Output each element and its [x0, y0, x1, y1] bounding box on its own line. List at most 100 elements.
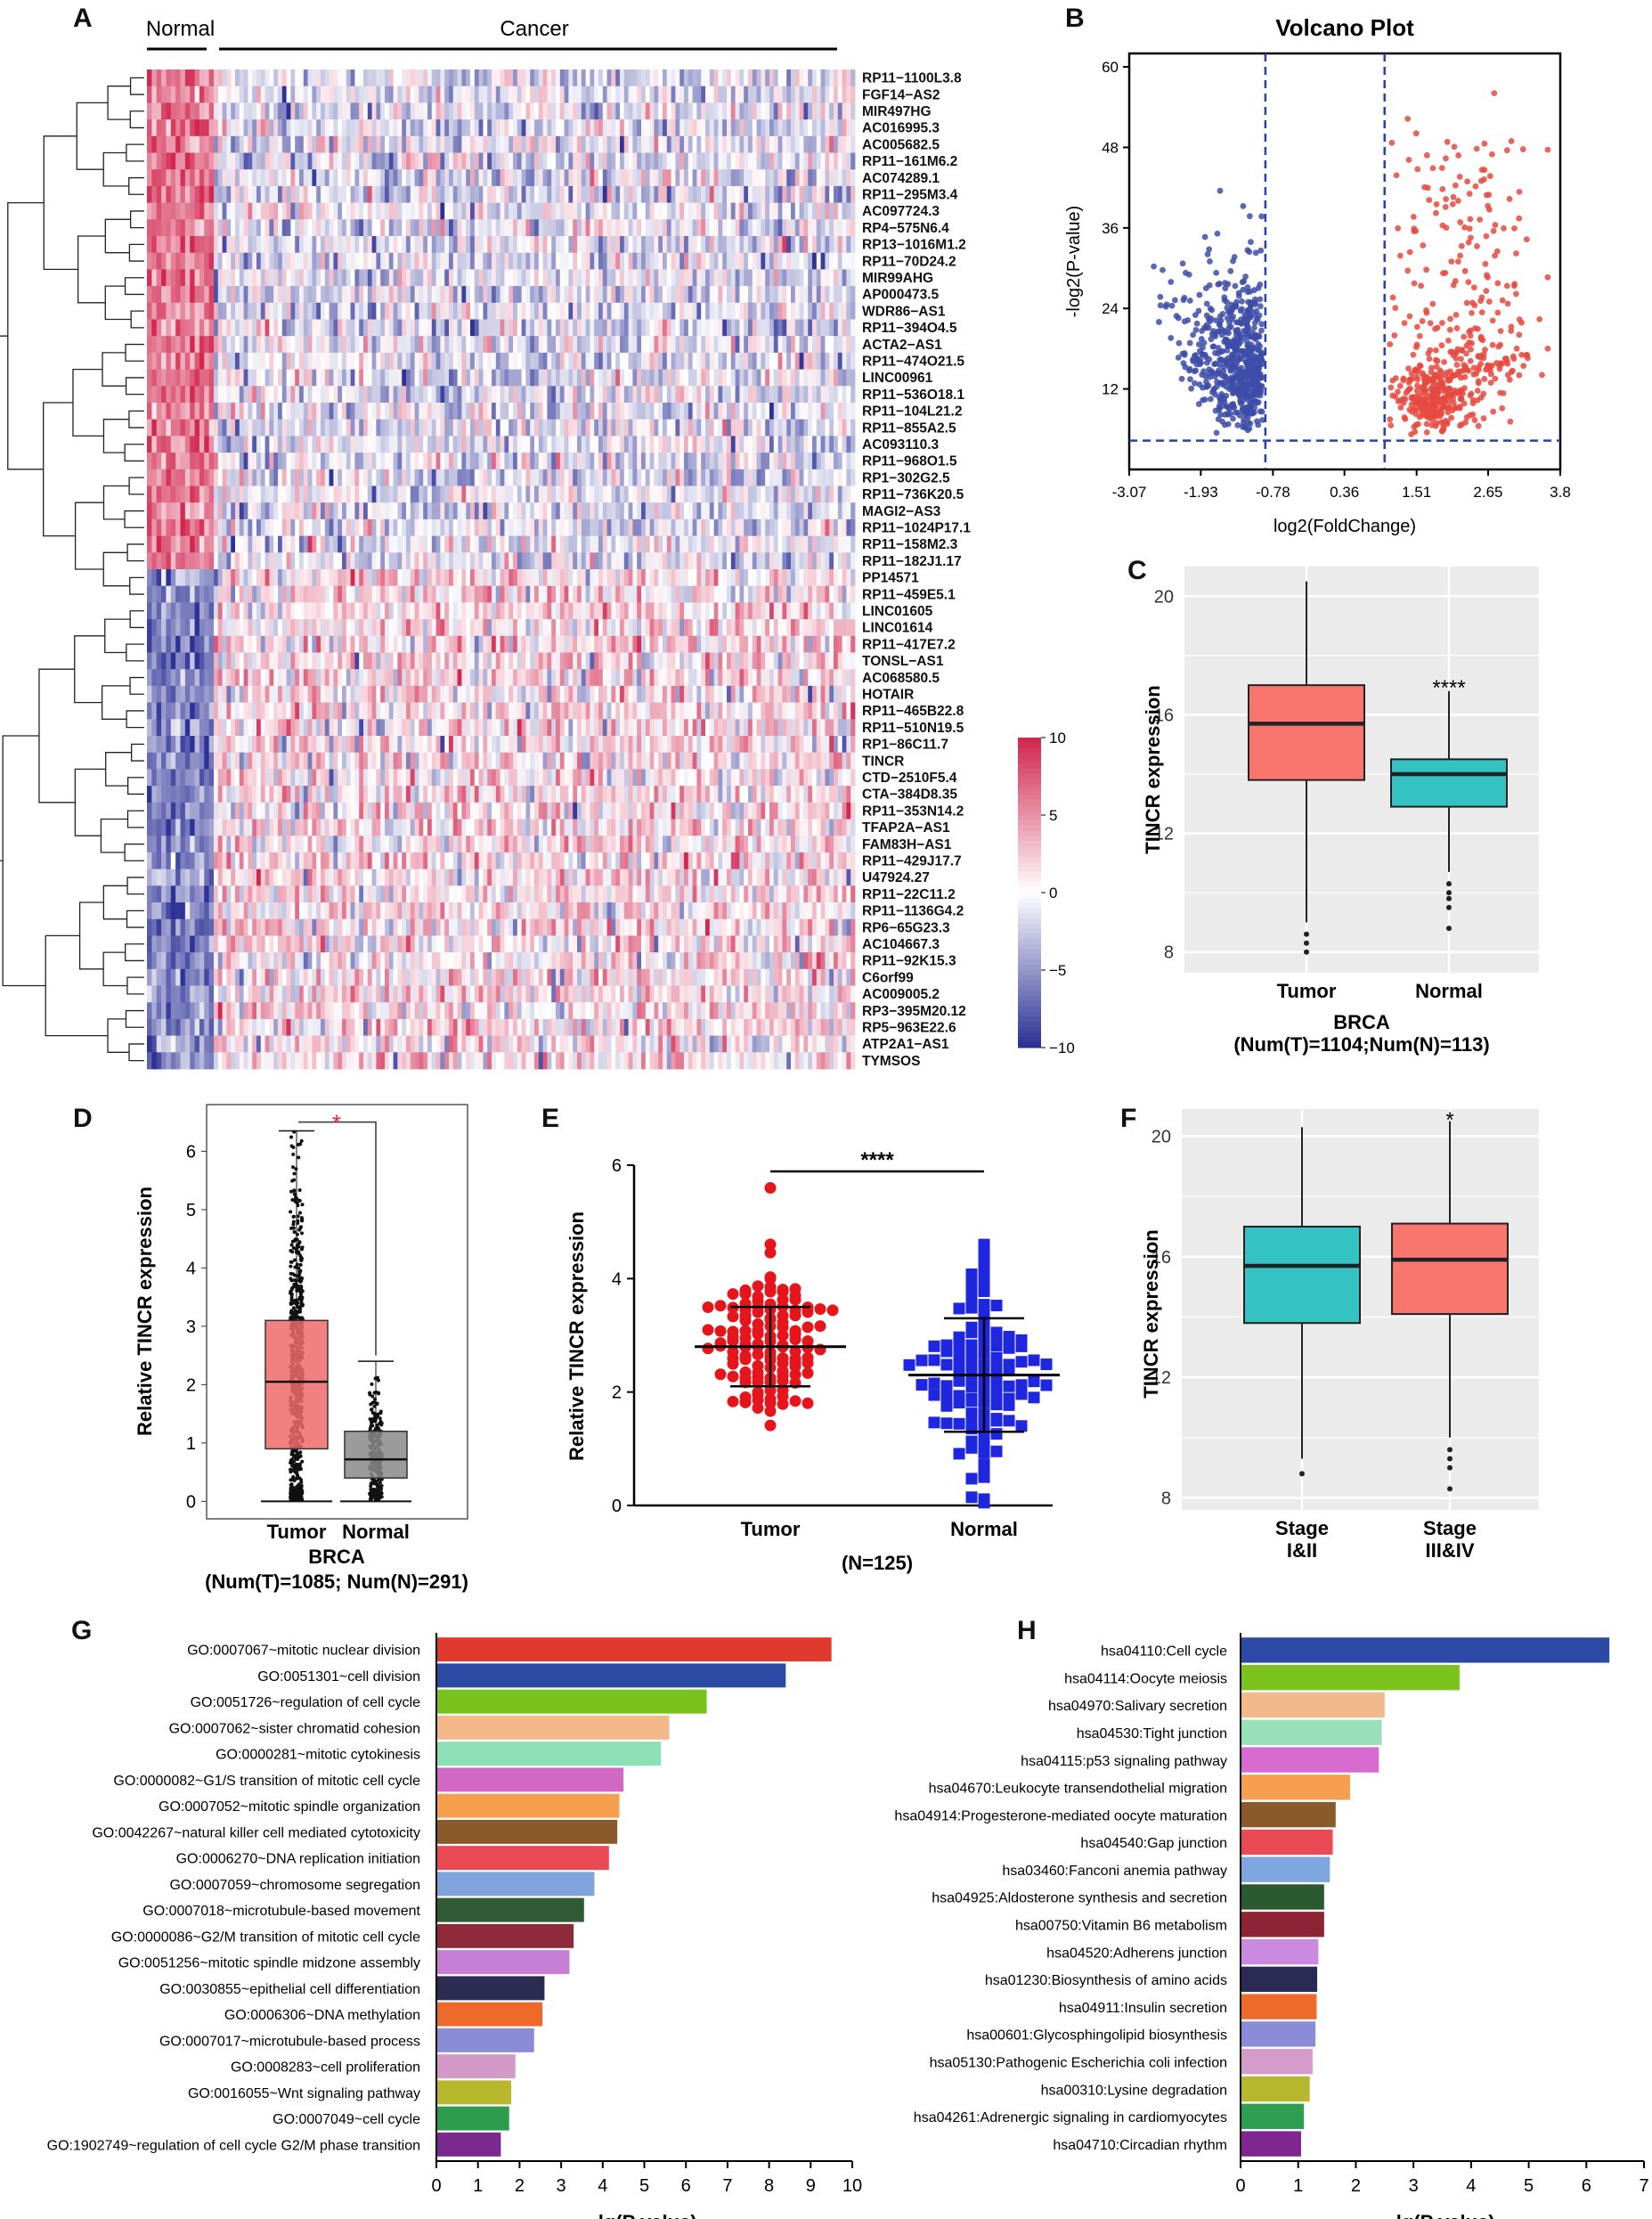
heatmap-cell: [748, 86, 753, 103]
heatmap-cell: [542, 219, 548, 237]
heatmap-cell: [312, 552, 317, 570]
heatmap-cell: [397, 236, 403, 254]
heatmap-cell: [184, 369, 191, 387]
heatmap-cell: [645, 286, 650, 304]
heatmap-cell: [419, 152, 424, 170]
heatmap-cell: [156, 502, 162, 520]
heatmap-cell: [637, 386, 642, 404]
heatmap-cell: [842, 219, 847, 237]
heatmap-cell: [850, 336, 856, 354]
heatmap-cell: [190, 135, 195, 153]
heatmap-cell: [239, 286, 244, 304]
heatmap-cell: [521, 369, 526, 387]
heatmap-cell: [577, 502, 582, 520]
heatmap-cell: [457, 419, 462, 436]
heatmap-cell: [744, 252, 749, 270]
heatmap-cell: [495, 419, 500, 436]
heatmap-cell: [727, 286, 732, 304]
heatmap-cell: [359, 419, 364, 436]
heatmap-cell: [850, 152, 856, 170]
heatmap-cell: [834, 269, 839, 287]
heatmap-cell: [812, 436, 818, 453]
heatmap-cell: [278, 419, 283, 436]
heatmap-cell: [765, 485, 770, 503]
heatmap-cell: [551, 169, 557, 187]
heatmap-cell: [504, 102, 509, 120]
heatmap-cell: [521, 236, 526, 254]
heatmap-cell: [564, 469, 569, 486]
heatmap-cell: [226, 86, 232, 103]
heatmap-cell: [842, 419, 847, 436]
heatmap-cell: [388, 535, 394, 553]
heatmap-cell: [602, 152, 607, 170]
heatmap-cell: [457, 236, 462, 254]
heatmap-cell: [803, 185, 809, 203]
heatmap-cell: [777, 369, 783, 387]
heatmap-cell: [722, 469, 728, 486]
heatmap-cell: [744, 535, 749, 553]
heatmap-cell: [769, 369, 775, 387]
heatmap-cell: [371, 469, 377, 486]
heatmap-cell: [231, 286, 236, 304]
heatmap-cell: [363, 185, 369, 203]
heatmap-cell: [359, 152, 364, 170]
heatmap-cell: [457, 169, 462, 187]
heatmap-cell: [748, 286, 753, 304]
heatmap-cell: [509, 102, 514, 120]
heatmap-cell: [359, 386, 364, 404]
heatmap-cell: [367, 269, 372, 287]
heatmap-cell: [281, 502, 287, 520]
heatmap-cell: [620, 252, 625, 270]
heatmap-cell: [547, 552, 552, 570]
heatmap-cell: [452, 319, 458, 337]
heatmap-cell: [517, 403, 522, 420]
heatmap-cell: [273, 319, 279, 337]
heatmap-cell: [180, 403, 186, 420]
heatmap-cell: [478, 286, 484, 304]
heatmap-cell: [307, 102, 313, 120]
heatmap-cell: [773, 419, 778, 436]
heatmap-cell: [184, 252, 191, 270]
heatmap-cell: [492, 102, 497, 120]
heatmap-cell: [329, 202, 334, 220]
heatmap-cell: [663, 86, 668, 103]
heatmap-cell: [500, 535, 505, 553]
heatmap-cell: [834, 419, 839, 436]
heatmap-cell: [791, 436, 796, 453]
heatmap-cell: [829, 119, 834, 137]
heatmap-cell: [350, 403, 355, 420]
heatmap-cell: [551, 202, 557, 220]
heatmap-cell: [478, 453, 484, 470]
heatmap-cell: [675, 518, 680, 536]
heatmap-cell: [316, 336, 321, 354]
heatmap-cell: [748, 69, 753, 87]
heatmap-cell: [273, 569, 279, 587]
heatmap-cell: [786, 286, 792, 304]
heatmap-cell: [564, 119, 569, 137]
heatmap-cell: [260, 552, 265, 570]
heatmap-cell: [573, 336, 578, 354]
heatmap-cell: [363, 569, 369, 587]
heatmap-cell: [842, 552, 847, 570]
heatmap-cell: [581, 202, 586, 220]
heatmap-cell: [388, 319, 394, 337]
heatmap-cell: [483, 286, 488, 304]
heatmap-cell: [156, 369, 162, 387]
heatmap-cell: [786, 152, 792, 170]
heatmap-cell: [803, 219, 809, 237]
heatmap-cell: [329, 102, 334, 120]
heatmap-cell: [713, 386, 719, 404]
heatmap-cell: [269, 286, 274, 304]
heatmap-cell: [151, 202, 158, 220]
heatmap-cell: [573, 403, 578, 420]
heatmap-cell: [431, 403, 436, 420]
heatmap-cell: [585, 386, 590, 404]
heatmap-cell: [581, 86, 586, 103]
heatmap-cell: [440, 236, 445, 254]
heatmap-cell: [388, 219, 394, 237]
heatmap-cell: [773, 436, 778, 453]
heatmap-cell: [727, 369, 732, 387]
heatmap-cell: [739, 219, 745, 237]
heatmap-cell: [295, 403, 300, 420]
heatmap-cell: [338, 319, 343, 337]
